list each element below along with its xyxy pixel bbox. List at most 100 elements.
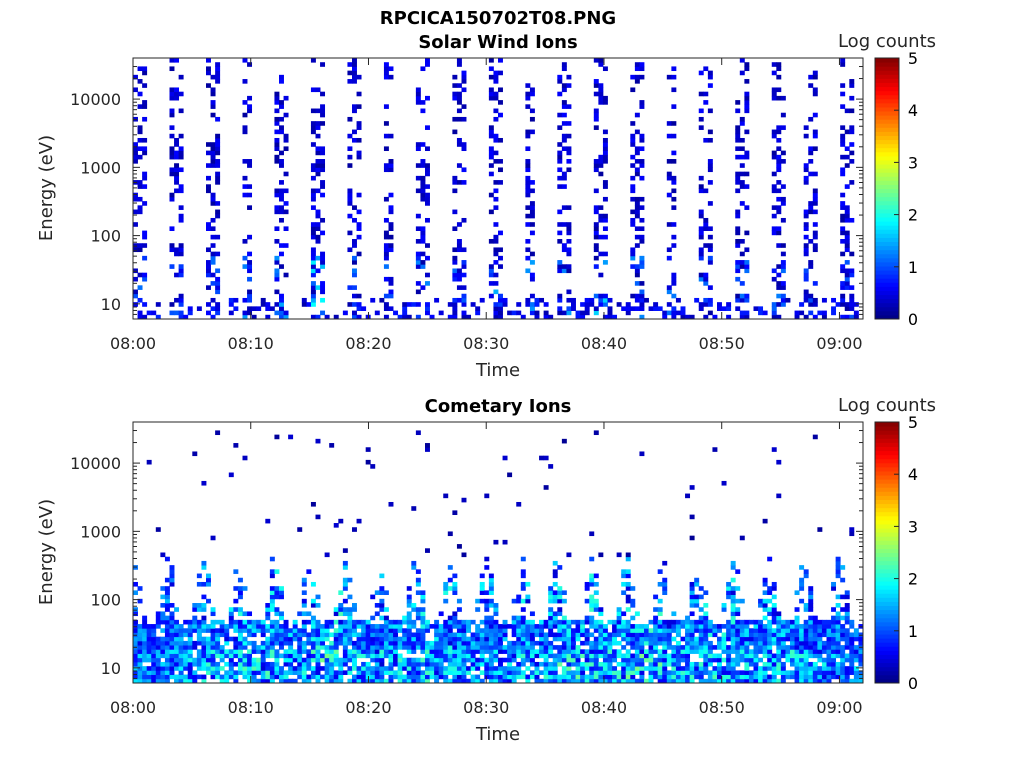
- heatmap-cell: [388, 628, 394, 633]
- heatmap-cell: [776, 636, 782, 642]
- heatmap-cell: [529, 624, 535, 629]
- heatmap-cell: [598, 293, 604, 299]
- heatmap-cell: [753, 674, 759, 680]
- heatmap-cell: [429, 670, 435, 675]
- colorbar-segment: [875, 119, 899, 124]
- heatmap-cell: [210, 674, 216, 680]
- heatmap-cell: [808, 632, 814, 638]
- heatmap-cell: [352, 607, 357, 612]
- heatmap-cell: [338, 619, 344, 625]
- colorbar-segment: [875, 221, 899, 226]
- heatmap-cell: [758, 666, 764, 671]
- heatmap-cell: [475, 306, 481, 311]
- heatmap-cell: [192, 624, 198, 629]
- heatmap-cell: [634, 112, 640, 118]
- heatmap-cell: [137, 205, 143, 210]
- heatmap-cell: [575, 624, 581, 629]
- heatmap-cell: [657, 653, 663, 659]
- heatmap-cell: [393, 661, 399, 667]
- colorbar-segment: [875, 82, 899, 88]
- heatmap-cell: [571, 678, 576, 684]
- heatmap-cell: [420, 611, 426, 617]
- heatmap-cell: [653, 306, 659, 311]
- heatmap-cell: [639, 628, 645, 633]
- heatmap-cell: [621, 306, 627, 311]
- heatmap-cell: [488, 586, 494, 591]
- heatmap-cell: [616, 653, 622, 659]
- heatmap-cell: [274, 594, 280, 600]
- heatmap-cell: [803, 272, 809, 278]
- heatmap-cell: [237, 607, 243, 612]
- heatmap-cell: [653, 649, 659, 654]
- heatmap-cell: [247, 205, 253, 210]
- heatmap-cell: [206, 636, 211, 642]
- heatmap-cell: [447, 661, 453, 667]
- heatmap-cell: [247, 678, 253, 684]
- heatmap-cell: [155, 624, 161, 629]
- heatmap-cell: [539, 649, 545, 654]
- heatmap-cell: [347, 213, 353, 219]
- heatmap-cell: [283, 674, 289, 680]
- colorbar-segment: [875, 274, 899, 279]
- heatmap-cell: [703, 297, 709, 303]
- heatmap-cell: [306, 569, 312, 574]
- heatmap-cell: [206, 175, 211, 181]
- heatmap-cell: [616, 661, 622, 667]
- heatmap-cell: [315, 661, 321, 667]
- heatmap-cell: [525, 188, 531, 194]
- colorbar-segment: [875, 217, 899, 222]
- heatmap-cell: [776, 205, 782, 210]
- heatmap-cell: [543, 314, 549, 320]
- heatmap-cell: [406, 661, 412, 667]
- heatmap-cell: [753, 306, 759, 311]
- heatmap-cell: [625, 306, 631, 311]
- heatmap-cell: [438, 624, 444, 629]
- heatmap-cell: [726, 590, 732, 595]
- heatmap-cell: [256, 624, 262, 629]
- heatmap-cell: [803, 657, 809, 663]
- heatmap-cell: [151, 657, 157, 663]
- heatmap-cell: [771, 674, 777, 680]
- heatmap-cell: [799, 302, 805, 307]
- heatmap-cell: [456, 58, 462, 63]
- heatmap-cell: [543, 670, 549, 675]
- heatmap-cell: [703, 281, 709, 286]
- heatmap-cell: [625, 649, 631, 654]
- heatmap-cell: [580, 632, 586, 638]
- heatmap-cell: [196, 603, 202, 608]
- heatmap-cell: [516, 302, 522, 307]
- heatmap-cell: [621, 632, 627, 638]
- heatmap-cell: [671, 234, 677, 240]
- heatmap-cell: [790, 674, 795, 680]
- heatmap-cell: [447, 628, 453, 633]
- heatmap-cell: [310, 501, 316, 507]
- heatmap-cell: [835, 569, 841, 574]
- heatmap-cell: [219, 674, 225, 680]
- heatmap-cell: [292, 653, 298, 659]
- heatmap-cell: [602, 66, 608, 72]
- heatmap-cell: [634, 666, 640, 671]
- heatmap-cell: [320, 62, 326, 67]
- heatmap-cell: [703, 100, 709, 105]
- heatmap-cell: [566, 653, 572, 659]
- heatmap-cell: [397, 314, 403, 320]
- heatmap-cell: [456, 674, 462, 680]
- heatmap-cell: [771, 205, 777, 210]
- heatmap-cell: [844, 272, 850, 278]
- heatmap-cell: [698, 645, 704, 650]
- heatmap-cell: [534, 653, 540, 659]
- heatmap-cell: [744, 653, 750, 659]
- heatmap-cell: [242, 645, 248, 650]
- heatmap-cell: [498, 645, 503, 650]
- heatmap-cell: [279, 293, 284, 299]
- heatmap-cell: [443, 645, 449, 650]
- heatmap-cell: [685, 674, 691, 680]
- heatmap-cell: [812, 192, 818, 198]
- heatmap-cell: [548, 670, 554, 675]
- heatmap-cell: [493, 234, 499, 240]
- heatmap-cell: [142, 636, 148, 642]
- heatmap-cell: [178, 74, 184, 80]
- heatmap-cell: [534, 674, 540, 680]
- heatmap-cell: [593, 112, 599, 118]
- heatmap-cell: [698, 255, 704, 261]
